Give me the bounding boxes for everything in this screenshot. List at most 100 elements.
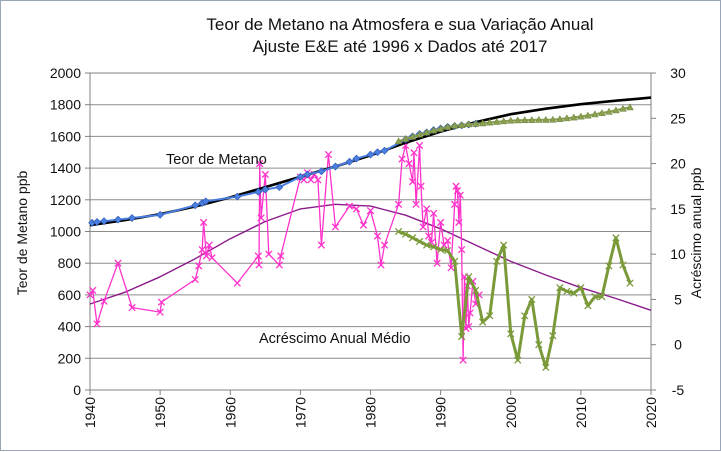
marker-stroke [584, 302, 592, 310]
increment_measured-point [450, 257, 459, 266]
x-tick-label: 1980 [363, 397, 379, 428]
marker-stroke [277, 252, 285, 260]
increment_data-point [419, 223, 427, 231]
increment_data-point [265, 250, 273, 258]
increment_measured-point [500, 241, 508, 249]
methane_measured-point [415, 130, 424, 138]
increment_data-point [257, 214, 265, 222]
methane_measured-point [408, 132, 417, 140]
increment_measured-point [429, 243, 438, 251]
marker-stroke [324, 150, 333, 159]
marker-stroke [591, 293, 599, 301]
marker-stroke [612, 234, 620, 242]
methane_measured-point [499, 117, 508, 125]
increment_data-point [254, 252, 262, 260]
methane_measured-point [492, 117, 501, 125]
increment_measured-point [598, 293, 606, 301]
increment_measured-point [514, 356, 522, 364]
methane_measured-point [591, 110, 599, 118]
marker-stroke [458, 332, 466, 341]
increment_data-point [100, 297, 108, 305]
marker-stroke [408, 178, 417, 186]
x-tick-label: 1970 [292, 397, 308, 428]
methane_ice_core-point [100, 217, 108, 226]
methane_ice_core-point [317, 167, 326, 176]
increment_data-point [466, 309, 474, 317]
marker-stroke [256, 159, 264, 168]
y-tick-label-right: 10 [670, 246, 686, 262]
marker-stroke [331, 223, 340, 231]
marker-stroke [465, 322, 473, 331]
methane_measured-point [436, 124, 445, 132]
marker-stroke [100, 297, 108, 305]
y-tick-label-left: 200 [58, 350, 82, 366]
increment_data-point [345, 202, 354, 210]
y-tick-label-right: 15 [670, 201, 686, 217]
marker-stroke [195, 262, 203, 270]
x-tick-label: 2010 [573, 397, 589, 428]
increment_measured-point [549, 331, 557, 340]
increment_data-point [377, 261, 385, 269]
increment_data-point [453, 187, 462, 195]
increment_fit-line [89, 203, 652, 311]
y-tick-label-left: 1800 [50, 97, 81, 113]
increment_measured-point [401, 230, 410, 238]
increment_measured-point [472, 286, 480, 295]
marker-stroke [300, 176, 308, 184]
methane_measured-point [527, 116, 536, 123]
methane_measured-point [513, 116, 522, 124]
marker-stroke [415, 141, 424, 150]
marker-stroke [466, 309, 474, 317]
increment_data-point [422, 205, 431, 213]
marker-stroke [317, 241, 326, 249]
increment_measured-point [570, 289, 578, 297]
increment_data-point [405, 159, 413, 168]
methane_measured-point [570, 113, 578, 121]
marker-stroke [563, 287, 571, 295]
increment_measured-point [619, 261, 627, 269]
increment_data-line [89, 144, 480, 361]
increment_data-point [208, 254, 216, 262]
methane_measured-point [450, 121, 459, 129]
increment_measured-point [408, 234, 417, 242]
increment_data-point [459, 356, 467, 364]
methane_measured-point [457, 121, 466, 128]
marker-stroke [605, 262, 613, 270]
increment_data-point [450, 200, 459, 208]
marker-stroke [626, 279, 634, 287]
annotation-increment: Acréscimo Anual Médio [259, 331, 411, 347]
increment_measured-point [458, 332, 466, 341]
marker-stroke [447, 264, 455, 272]
marker-stroke [459, 356, 467, 364]
methane_measured-point [534, 115, 543, 123]
marker-stroke [443, 236, 452, 245]
marker-stroke [352, 205, 361, 213]
marker-stroke [275, 261, 283, 269]
marker-stroke [408, 234, 417, 242]
chart-title-line-1: Teor de Metano na Atmosfera e sua Variaç… [206, 15, 593, 34]
methane_ice_core-point [296, 172, 305, 181]
marker-stroke [191, 275, 199, 284]
increment_measured-point [577, 283, 585, 292]
marker-stroke [202, 252, 211, 260]
methane_ice_core-point [352, 154, 361, 163]
increment_data-point [261, 170, 269, 179]
x-tick-label: 1950 [152, 397, 168, 428]
methane_measured-point [577, 112, 585, 120]
y-tick-label-right: 30 [670, 65, 686, 81]
gridlines [90, 104, 651, 359]
series-layer [86, 96, 652, 372]
increment_data-point [89, 286, 97, 295]
marker-stroke [255, 261, 263, 269]
marker-stroke [556, 283, 564, 292]
increment_data-point [447, 264, 455, 272]
x-tick-label: 1940 [82, 397, 98, 428]
marker-stroke [452, 182, 460, 190]
increment_data-point [128, 303, 136, 312]
marker-stroke [157, 298, 166, 306]
methane_measured-point [605, 107, 613, 115]
methane_measured-line [398, 106, 631, 143]
marker-stroke [314, 176, 322, 184]
methane_ice_core-point [331, 162, 340, 171]
